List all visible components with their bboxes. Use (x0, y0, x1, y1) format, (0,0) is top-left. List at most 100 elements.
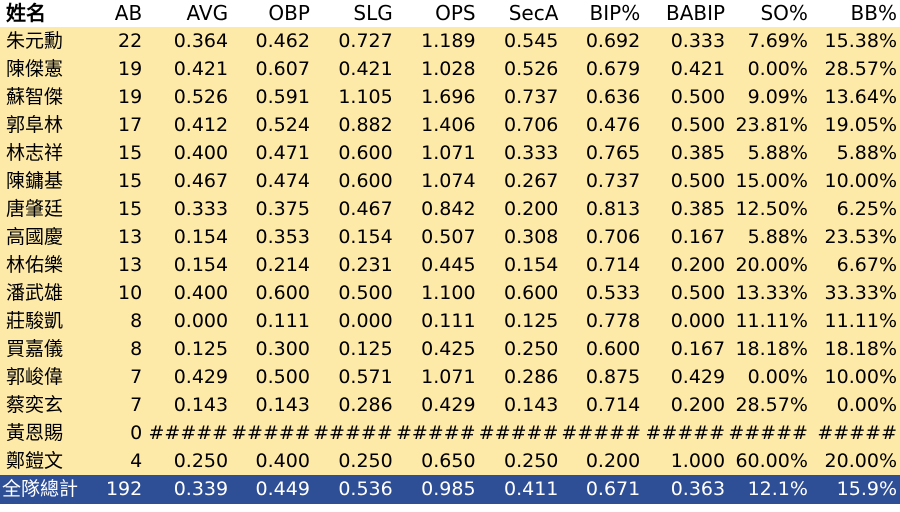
cell-babip: 1.000 (643, 447, 729, 475)
cell-so: 15.00% (728, 167, 811, 195)
total-obp: 0.449 (231, 475, 313, 504)
cell-so: 5.88% (728, 139, 811, 167)
header-so: SO% (728, 0, 811, 27)
cell-bip: 0.778 (561, 307, 644, 335)
cell-bb: 6.25% (810, 195, 900, 223)
header-seca: SecA (478, 0, 562, 27)
cell-bip: 0.875 (561, 363, 644, 391)
table-row: 蘇智傑 19 0.526 0.591 1.105 1.696 0.737 0.636 0.500… (0, 83, 900, 111)
cell-avg: 0.125 (145, 335, 232, 363)
cell-ops: 1.071 (395, 139, 479, 167)
cell-so: 13.33% (728, 279, 811, 307)
cell-slg: 0.571 (312, 363, 396, 391)
cell-seca: 0.545 (478, 27, 562, 55)
cell-name: 黃恩賜 (0, 419, 95, 447)
cell-avg: 0.412 (145, 111, 232, 139)
cell-seca: 0.737 (478, 83, 562, 111)
cell-bip: 0.737 (561, 167, 644, 195)
cell-bb: 13.64% (810, 83, 900, 111)
cell-obp: 0.375 (231, 195, 313, 223)
cell-slg: 0.500 (312, 279, 396, 307)
cell-name: 陳鏞基 (0, 167, 95, 195)
cell-ab: 15 (94, 167, 146, 195)
cell-bb: 18.18% (810, 335, 900, 363)
table-row: 買嘉儀 8 0.125 0.300 0.125 0.425 0.250 0.600 0.167 1… (0, 335, 900, 363)
table-row: 陳鏞基 15 0.467 0.474 0.600 1.074 0.267 0.737 0.500… (0, 167, 900, 195)
cell-ops: ##### (395, 419, 479, 447)
cell-bb: 20.00% (810, 447, 900, 475)
cell-babip: 0.200 (643, 251, 729, 279)
total-name: 全隊總計 (0, 475, 95, 504)
cell-ops: 1.696 (395, 83, 479, 111)
cell-name: 郭阜林 (0, 111, 95, 139)
cell-obp: 0.400 (231, 447, 313, 475)
cell-bb: 19.05% (810, 111, 900, 139)
cell-ops: 1.406 (395, 111, 479, 139)
cell-babip: 0.333 (643, 27, 729, 55)
cell-slg: 0.467 (312, 195, 396, 223)
cell-obp: 0.471 (231, 139, 313, 167)
cell-seca: 0.143 (478, 391, 562, 419)
cell-obp: ##### (231, 419, 313, 447)
cell-ab: 7 (94, 363, 146, 391)
cell-bip: 0.600 (561, 335, 644, 363)
cell-obp: 0.462 (231, 27, 313, 55)
cell-avg: 0.400 (145, 279, 232, 307)
cell-avg: 0.400 (145, 139, 232, 167)
cell-so: 23.81% (728, 111, 811, 139)
header-name: 姓名 (0, 0, 95, 27)
cell-ab: 0 (94, 419, 146, 447)
cell-seca: 0.250 (478, 447, 562, 475)
cell-avg: 0.429 (145, 363, 232, 391)
cell-slg: 0.421 (312, 55, 396, 83)
cell-bb: 0.00% (810, 391, 900, 419)
header-bip: BIP% (561, 0, 644, 27)
cell-name: 買嘉儀 (0, 335, 95, 363)
cell-slg: 0.154 (312, 223, 396, 251)
total-avg: 0.339 (145, 475, 232, 504)
cell-ab: 15 (94, 139, 146, 167)
cell-ab: 10 (94, 279, 146, 307)
cell-bb: 28.57% (810, 55, 900, 83)
cell-bip: 0.706 (561, 223, 644, 251)
cell-so: 60.00% (728, 447, 811, 475)
cell-avg: 0.364 (145, 27, 232, 55)
cell-ab: 7 (94, 391, 146, 419)
header-bb: BB% (810, 0, 900, 27)
cell-avg: 0.250 (145, 447, 232, 475)
cell-ab: 15 (94, 195, 146, 223)
total-ops: 0.985 (395, 475, 479, 504)
cell-name: 朱元勳 (0, 27, 95, 55)
cell-babip: ##### (643, 419, 729, 447)
cell-bip: 0.765 (561, 139, 644, 167)
cell-babip: 0.200 (643, 391, 729, 419)
cell-ops: 1.071 (395, 363, 479, 391)
cell-ops: 1.074 (395, 167, 479, 195)
cell-bip: 0.200 (561, 447, 644, 475)
cell-obp: 0.474 (231, 167, 313, 195)
cell-ab: 13 (94, 251, 146, 279)
header-ops: OPS (395, 0, 479, 27)
cell-slg: 0.600 (312, 167, 396, 195)
cell-ab: 17 (94, 111, 146, 139)
cell-babip: 0.167 (643, 335, 729, 363)
cell-name: 高國慶 (0, 223, 95, 251)
cell-name: 鄭鎧文 (0, 447, 95, 475)
cell-ab: 4 (94, 447, 146, 475)
cell-avg: 0.154 (145, 251, 232, 279)
cell-avg: 0.000 (145, 307, 232, 335)
cell-babip: 0.167 (643, 223, 729, 251)
cell-bb: 10.00% (810, 167, 900, 195)
cell-seca: 0.267 (478, 167, 562, 195)
cell-slg: 0.727 (312, 27, 396, 55)
total-seca: 0.411 (478, 475, 562, 504)
cell-slg: 0.250 (312, 447, 396, 475)
cell-so: 0.00% (728, 55, 811, 83)
cell-babip: 0.500 (643, 167, 729, 195)
table-row: 潘武雄 10 0.400 0.600 0.500 1.100 0.600 0.533 0.500… (0, 279, 900, 307)
cell-slg: 1.105 (312, 83, 396, 111)
cell-babip: 0.500 (643, 111, 729, 139)
cell-slg: 0.231 (312, 251, 396, 279)
cell-avg: 0.526 (145, 83, 232, 111)
